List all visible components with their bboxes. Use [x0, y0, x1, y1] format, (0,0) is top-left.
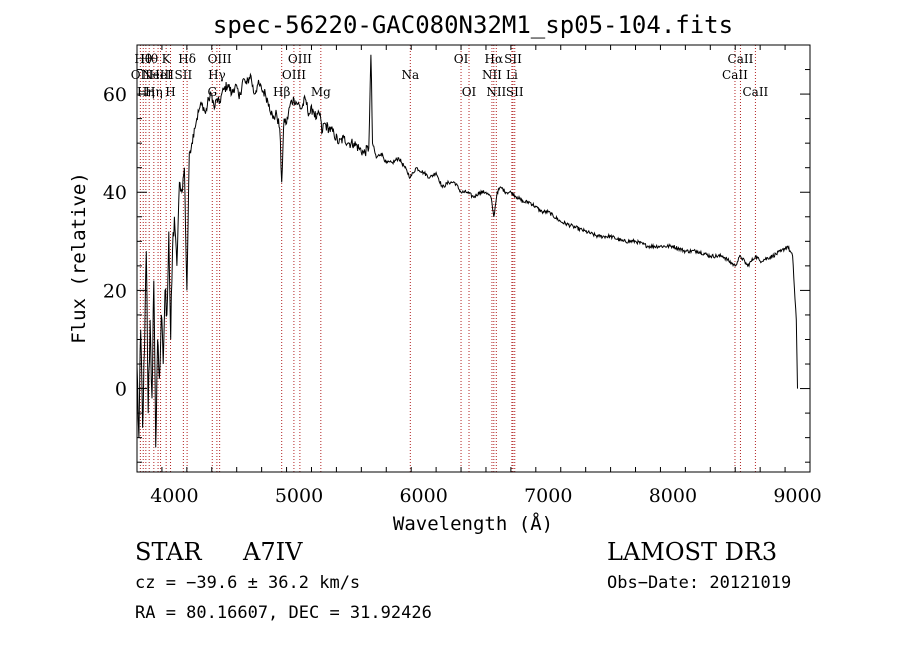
- series-layer: [137, 54, 798, 448]
- observation-date: Obs−Date: 20121019: [607, 573, 792, 593]
- survey-name: LAMOST DR3: [607, 538, 778, 566]
- spectral-line-label: SII: [504, 52, 522, 66]
- spectral-line-label: Hα: [485, 52, 504, 66]
- spectral-line-label: Hθ: [134, 52, 152, 66]
- spectral-line-label: OI: [454, 52, 469, 66]
- spectral-line-label: SII: [506, 85, 524, 99]
- spectral-line-label: K: [162, 52, 172, 66]
- axes-layer: 4000 5000 6000 7000 8000 9000 0 20 40 60: [103, 44, 822, 507]
- y-axis-label: Flux (relative): [68, 172, 90, 344]
- spectral-line-label: OIII: [282, 68, 306, 82]
- x-axis-label: Wavelength (Å): [393, 512, 553, 535]
- spectral-line-label: OIII: [288, 52, 312, 66]
- x-tick-label: 9000: [773, 485, 821, 507]
- x-tick-label: 6000: [399, 485, 447, 507]
- spectral-line-label: Hθ: [140, 52, 158, 66]
- y-tick-label: 40: [103, 182, 127, 204]
- spectral-line-label: SII: [175, 68, 193, 82]
- spectral-line-label: Hδ: [178, 52, 196, 66]
- y-tick-label: 20: [103, 280, 127, 302]
- spectral-line-label: NII: [486, 85, 506, 99]
- y-tick-label: 60: [103, 84, 127, 106]
- spectral-line-label: HeI: [149, 68, 172, 82]
- spectral-line-label: Mg: [311, 85, 331, 99]
- spectral-line-label: Hγ: [208, 68, 226, 82]
- sky-coordinates: RA = 80.16607, DEC = 31.92426: [135, 603, 432, 623]
- spectral-line-label: G: [207, 85, 217, 99]
- spectral-line-label: Hη: [137, 85, 155, 99]
- spectral-line-label: OIII: [208, 52, 232, 66]
- object-class: STAR: [135, 538, 202, 566]
- spectral-line-label: Na: [401, 68, 419, 82]
- x-tick-label: 4000: [150, 485, 198, 507]
- redshift-velocity: cz = −39.6 ± 36.2 km/s: [135, 573, 361, 593]
- spectral-line-label: CaII: [722, 68, 748, 82]
- spectral-line-label: OI: [462, 85, 477, 99]
- spectral-line-label: NeIII: [142, 68, 174, 82]
- spectral-line-label: CaII: [742, 85, 768, 99]
- chart-title: spec-56220-GAC080N32M1_sp05-104.fits: [213, 11, 733, 39]
- spectral-line-label: Li: [506, 68, 518, 82]
- spectral-line-label: OII: [131, 68, 151, 82]
- spectral-line-label: Hη: [145, 85, 163, 99]
- spectral-line-labels: OIIHθHηHθHηNeIIIHeIKHSIIHδGHγOIIIHβOIIIO…: [131, 52, 769, 99]
- spectral-line-markers: [139, 45, 756, 472]
- x-tick-label: 8000: [649, 485, 697, 507]
- spectral-line-label: NII: [482, 68, 502, 82]
- x-tick-label: 5000: [275, 485, 323, 507]
- spectral-line-label: H: [165, 85, 175, 99]
- spectral-subclass: A7IV: [243, 538, 303, 566]
- flux-series-line: [137, 54, 798, 448]
- spectral-line-label: Hβ: [273, 85, 290, 99]
- y-tick-label: 0: [115, 379, 127, 401]
- plot-frame: [136, 44, 811, 473]
- spectral-line-label: CaII: [728, 52, 754, 66]
- x-tick-label: 7000: [524, 485, 572, 507]
